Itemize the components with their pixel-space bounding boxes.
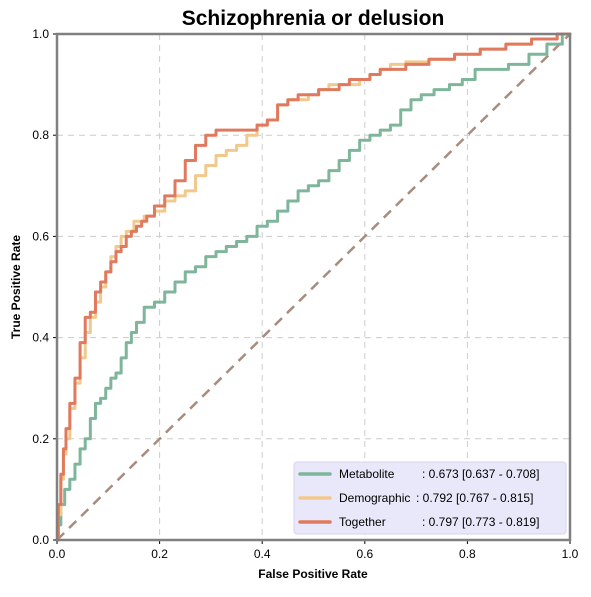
series-line-metabolite	[55, 32, 572, 542]
y-tick-label: 1.0	[32, 27, 49, 41]
x-tick-label: 1.0	[562, 547, 579, 561]
roc-series-layer	[55, 32, 572, 542]
chance-diagonal	[56, 33, 571, 541]
y-tick-label: 0.4	[32, 331, 49, 345]
axis-ticks: 0.0 0.2 0.4 0.6 0.8 1.0 0.0 0.2 0.4 0.6 0.8 1.0	[32, 27, 578, 561]
grid-lines	[57, 34, 570, 540]
x-tick-label: 0.6	[356, 547, 373, 561]
y-tick-label: 0.0	[32, 533, 49, 547]
y-tick-label: 0.6	[32, 229, 49, 243]
x-tick-label: 0.8	[459, 547, 476, 561]
series-line-together	[55, 32, 572, 542]
y-axis-label: True Positive Rate	[9, 235, 23, 339]
x-axis-label: False Positive Rate	[258, 567, 368, 581]
legend-box	[293, 461, 567, 535]
chart-title: Schizophrenia or delusion	[182, 7, 445, 30]
x-tick-label: 0.0	[49, 547, 66, 561]
chance-diagonal-line	[56, 33, 571, 541]
legend-value-together: : 0.797 [0.773 - 0.819]	[422, 515, 539, 529]
legend-value-demographic: : 0.792 [0.767 - 0.815]	[416, 491, 533, 505]
legend-value-metabolite: : 0.673 [0.637 - 0.708]	[422, 467, 539, 481]
legend-label-demographic: Demographic	[339, 491, 410, 505]
x-tick-label: 0.4	[254, 547, 271, 561]
plot-frame	[55, 32, 572, 542]
x-tick-label: 0.2	[151, 547, 168, 561]
legend-label-metabolite: Metabolite	[339, 467, 395, 481]
legend-label-together: Together	[339, 515, 386, 529]
y-tick-label: 0.8	[32, 128, 49, 142]
legend: Metabolite : 0.673 [0.637 - 0.708] Demogra…	[293, 461, 567, 535]
y-tick-label: 0.2	[32, 432, 49, 446]
